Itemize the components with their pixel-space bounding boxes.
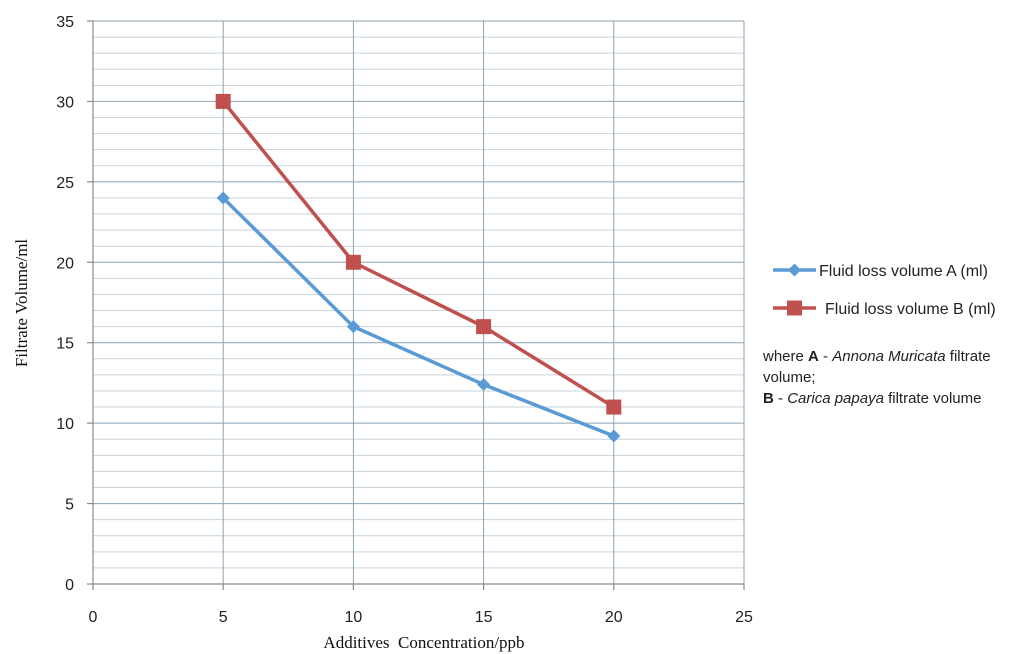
data-point-a	[477, 378, 490, 391]
legend-label-a: Fluid loss volume A (ml)	[819, 263, 988, 280]
data-point-a	[607, 430, 620, 443]
legend-marker-a	[788, 264, 801, 277]
minor-gridlines	[93, 37, 744, 568]
y-tick-label: 5	[65, 497, 74, 514]
note-b-species: Carica papaya	[787, 390, 884, 407]
x-tick-label: 20	[605, 609, 623, 626]
legend: Fluid loss volume A (ml) Fluid loss volum…	[773, 263, 996, 318]
y-tick-labels: 0 5 10 15 20 25 30 35	[56, 14, 74, 594]
data-point-b	[346, 255, 361, 270]
axes	[87, 21, 744, 590]
x-tick-label: 15	[475, 609, 493, 626]
note-a-label: A	[808, 348, 819, 365]
x-tick-label: 25	[735, 609, 753, 626]
y-axis-title: Filtrate Volume/ml	[12, 239, 31, 368]
note-text: -	[774, 390, 787, 407]
y-tick-label: 30	[56, 94, 74, 111]
note-a-species: Annona Muricata	[832, 348, 945, 365]
y-tick-label: 20	[56, 255, 74, 272]
x-axis-title: Additives Concentration/ppb	[323, 633, 524, 652]
y-tick-label: 15	[56, 336, 74, 353]
legend-note: where A - Annona Muricata filtrate volum…	[763, 346, 1028, 409]
legend-marker-b	[787, 301, 802, 316]
data-point-b	[606, 400, 621, 415]
y-tick-label: 35	[56, 14, 74, 31]
major-gridlines	[93, 21, 744, 584]
note-text: where	[763, 348, 808, 365]
series-line-a	[223, 198, 614, 436]
x-tick-label: 5	[219, 609, 228, 626]
y-tick-label: 0	[65, 577, 74, 594]
series-layer	[216, 94, 622, 443]
y-tick-label: 25	[56, 175, 74, 192]
note-b-label: B	[763, 390, 774, 407]
legend-label-b: Fluid loss volume B (ml)	[825, 301, 996, 318]
note-text: filtrate volume	[884, 390, 982, 407]
y-tick-label: 10	[56, 416, 74, 433]
x-tick-label: 0	[89, 609, 98, 626]
x-tick-labels: 0 5 10 15 20 25	[89, 609, 753, 626]
data-point-b	[476, 319, 491, 334]
note-text: -	[819, 348, 832, 365]
data-point-b	[216, 94, 231, 109]
x-tick-label: 10	[345, 609, 363, 626]
